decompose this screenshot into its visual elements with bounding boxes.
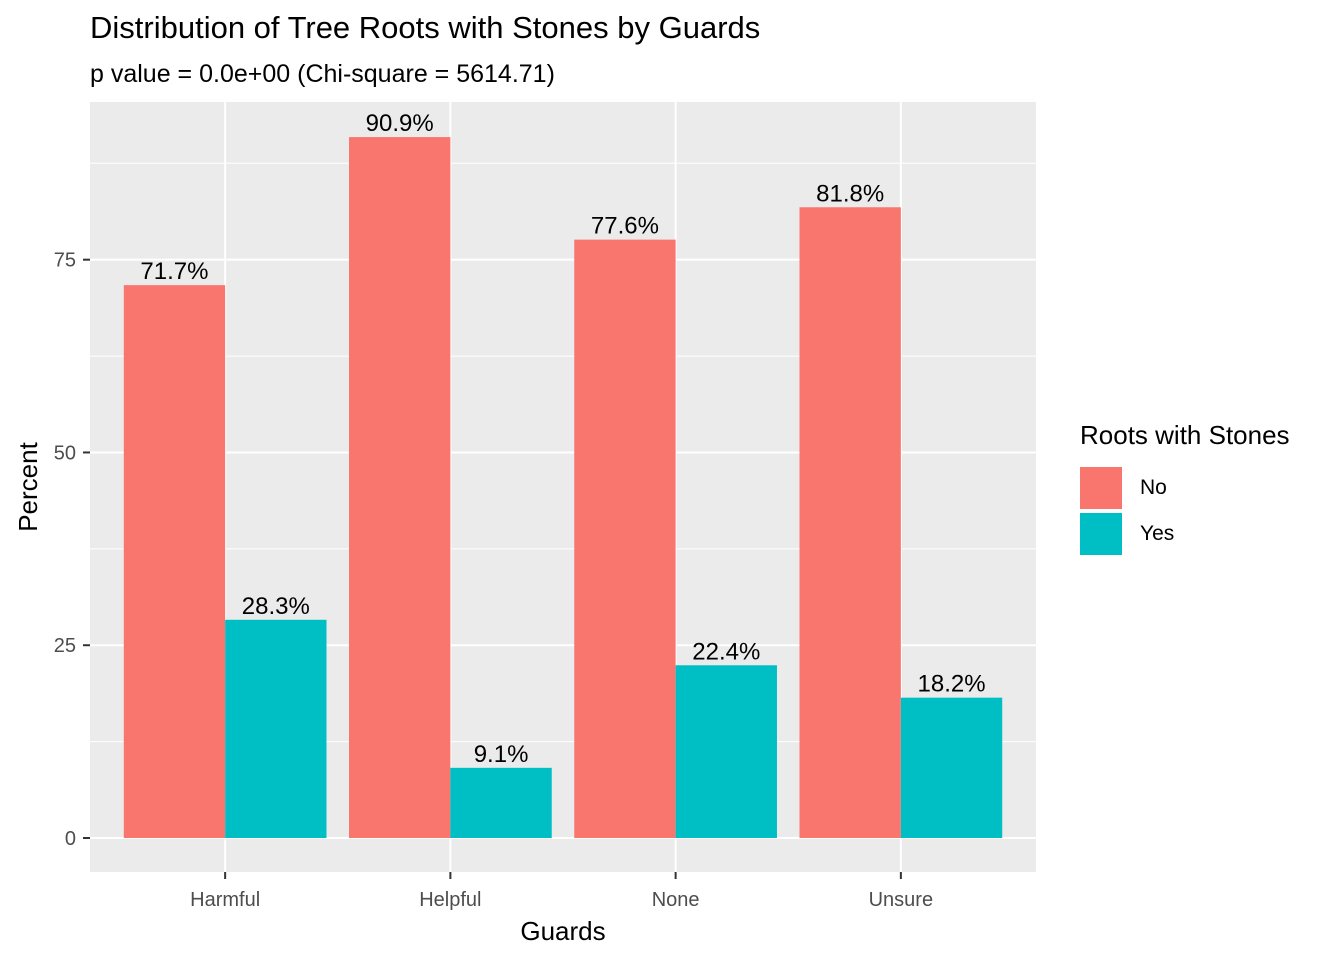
- bar-yes-unsure: [900, 697, 1003, 838]
- legend-swatch-yes: [1080, 513, 1122, 555]
- x-tick-label-harmful: Harmful: [190, 889, 260, 911]
- bar-yes-none: [675, 665, 777, 838]
- y-tick-label: 50: [54, 442, 76, 464]
- y-tick-label: 0: [65, 828, 76, 850]
- y-axis-title: Percent: [13, 441, 43, 531]
- data-label-yes-none: 22.4%: [692, 638, 760, 665]
- x-tick-label-helpful: Helpful: [419, 889, 481, 911]
- bar-no-harmful: [123, 285, 226, 838]
- chart-subtitle: p value = 0.0e+00 (Chi-square = 5614.71): [90, 60, 555, 88]
- legend-title: Roots with Stones: [1080, 420, 1290, 450]
- y-tick-label: 25: [54, 635, 76, 657]
- data-label-no-helpful: 90.9%: [366, 110, 434, 137]
- bar-no-unsure: [799, 207, 901, 839]
- data-label-no-harmful: 71.7%: [140, 258, 208, 285]
- bar-yes-harmful: [225, 619, 327, 838]
- y-tick-label: 75: [54, 250, 76, 272]
- bar-no-none: [574, 239, 676, 838]
- legend-label-yes: Yes: [1140, 522, 1175, 545]
- legend-item-yes: Yes: [1080, 511, 1290, 557]
- legend-swatch-no: [1080, 467, 1122, 509]
- x-axis-title: Guards: [520, 916, 605, 946]
- x-tick-label-unsure: Unsure: [869, 889, 933, 911]
- chart-title: Distribution of Tree Roots with Stones b…: [90, 10, 761, 45]
- data-label-yes-helpful: 9.1%: [474, 741, 529, 768]
- legend-label-no: No: [1140, 476, 1167, 499]
- data-label-yes-harmful: 28.3%: [242, 593, 310, 620]
- bar-no-helpful: [349, 137, 451, 838]
- x-tick-label-none: None: [652, 889, 700, 911]
- legend: Roots with Stones No Yes: [1080, 420, 1290, 557]
- bar-yes-helpful: [450, 767, 552, 838]
- data-label-yes-unsure: 18.2%: [918, 671, 986, 698]
- data-label-no-unsure: 81.8%: [816, 180, 884, 207]
- legend-item-no: No: [1080, 465, 1290, 511]
- data-label-no-none: 77.6%: [591, 213, 659, 240]
